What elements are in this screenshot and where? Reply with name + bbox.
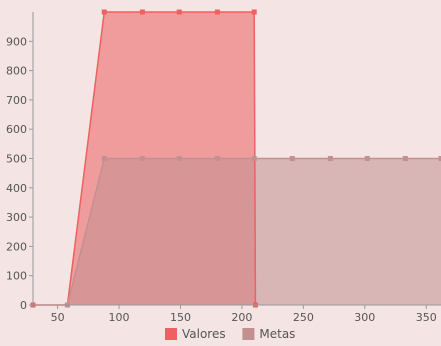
- x-tick-label: 350: [416, 311, 437, 324]
- marker-valores[interactable]: [139, 9, 145, 15]
- line-valores: [33, 11, 257, 306]
- marker-metas[interactable]: [214, 156, 220, 161]
- marker-valores[interactable]: [214, 9, 220, 15]
- y-tick-label: 200: [6, 240, 27, 253]
- x-tick-label: 200: [231, 311, 252, 324]
- marker-metas[interactable]: [438, 156, 441, 161]
- legend-label-valores[interactable]: Valores: [182, 327, 226, 341]
- marker-valores[interactable]: [101, 9, 107, 15]
- y-tick-label: 500: [6, 153, 27, 166]
- legend: Valores Metas: [165, 327, 295, 341]
- y-tick-label: 400: [6, 182, 27, 195]
- legend-label-metas[interactable]: Metas: [259, 327, 295, 341]
- x-tick-label: 150: [170, 311, 191, 324]
- marker-metas[interactable]: [101, 156, 107, 161]
- y-axis-ticks: 0 100 200 300 400 500 600 700 800 900: [6, 35, 33, 312]
- marker-valores[interactable]: [251, 9, 257, 15]
- y-tick-label: 0: [20, 299, 27, 312]
- x-tick-label: 250: [293, 311, 314, 324]
- x-tick-label: 300: [354, 311, 375, 324]
- y-tick-label: 900: [6, 35, 27, 48]
- x-tick-label: 100: [109, 311, 130, 324]
- y-tick-label: 300: [6, 211, 27, 224]
- y-tick-label: 800: [6, 65, 27, 78]
- marker-metas[interactable]: [402, 156, 408, 161]
- marker-metas[interactable]: [327, 156, 333, 161]
- y-tick-label: 100: [6, 270, 27, 283]
- x-tick-label: 50: [51, 311, 65, 324]
- marker-metas[interactable]: [251, 156, 257, 161]
- marker-metas[interactable]: [364, 156, 370, 161]
- marker-metas[interactable]: [139, 156, 145, 161]
- x-axis-ticks: 50 100 150 200 250 300 350: [51, 305, 437, 324]
- area-metas: [67, 158, 441, 305]
- y-tick-label: 600: [6, 123, 27, 136]
- marker-valores[interactable]: [176, 9, 182, 15]
- legend-swatch-metas[interactable]: [242, 328, 255, 340]
- marker-metas[interactable]: [176, 156, 182, 161]
- y-tick-label: 700: [6, 94, 27, 107]
- marker-metas[interactable]: [289, 156, 295, 161]
- legend-swatch-valores[interactable]: [165, 328, 177, 340]
